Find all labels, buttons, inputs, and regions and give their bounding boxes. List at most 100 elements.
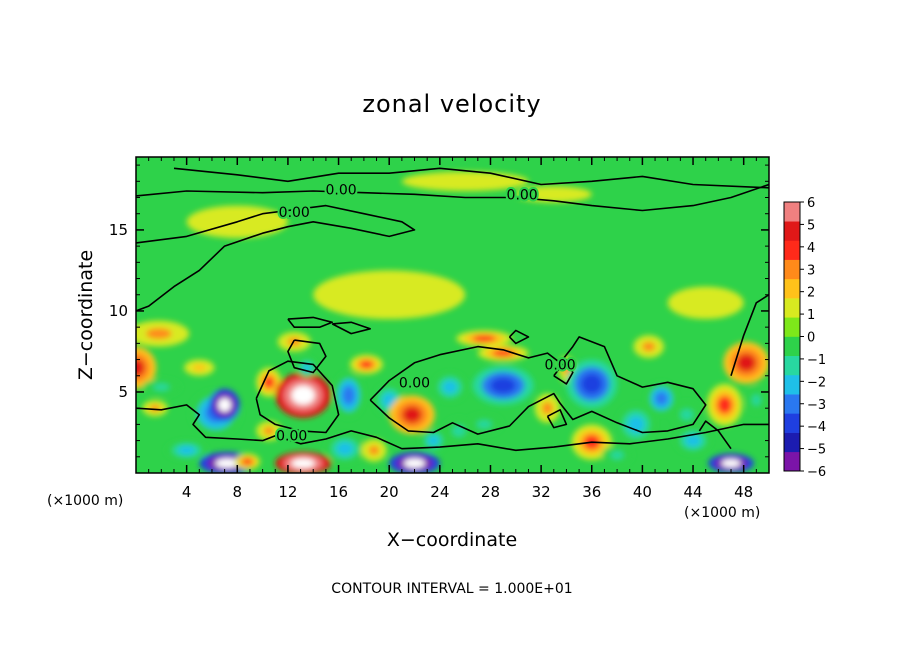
colorbar-label: 4 (807, 241, 815, 256)
field-blob-38-2 (680, 409, 694, 421)
field-blob-17-2 (336, 442, 353, 455)
x-unit-left: (×1000 m) (47, 493, 123, 509)
colorbar: −6 −5 −4 −3 −2 −1 0 1 2 3 4 5 6 (783, 196, 826, 480)
chart-title: zonal velocity (362, 90, 541, 118)
field-blob-10-2 (263, 376, 275, 389)
colorbar-label: −3 (807, 398, 826, 413)
field-blob-23-2 (428, 435, 439, 446)
colorbar-swatch (784, 240, 800, 260)
contour-line (546, 409, 568, 429)
contour-label: 0.00 (507, 187, 538, 203)
x-unit-right: (×1000 m) (684, 505, 760, 521)
field-blob-39-2 (685, 435, 701, 447)
field-blob-34-2 (610, 451, 624, 460)
field-blob-12-2 (291, 458, 315, 469)
colorbar-swatch (784, 451, 800, 472)
field-blob-29-2 (476, 420, 492, 429)
contour-line (553, 358, 574, 385)
velocity-field: 0.00 0.00 0.00 0.00 0.00 0.00 (136, 157, 769, 473)
y-tick-label: 5 (118, 383, 128, 401)
contour-line (730, 294, 769, 377)
field-blob-3-2 (146, 328, 172, 340)
colorbar-swatch (784, 221, 800, 241)
y-axis-title: Z−coordinate (75, 250, 97, 380)
colorbar-swatch (784, 278, 800, 299)
contour-label: 0.00 (276, 429, 307, 445)
field-blob-9-2 (242, 458, 253, 466)
contour-label: 0.00 (399, 375, 430, 391)
field-blob-44-2 (438, 177, 492, 186)
field-blob-11-2 (291, 385, 315, 405)
field-blob-16-2 (342, 385, 356, 405)
colorbar-label: −6 (807, 465, 826, 480)
field-blob-42-2 (721, 459, 741, 468)
x-tick-label: 44 (683, 483, 702, 501)
colorbar-label: −1 (807, 353, 826, 368)
colorbar-label: 3 (807, 263, 815, 278)
colorbar-swatch (784, 355, 800, 376)
x-tick-label: 20 (380, 483, 399, 501)
colorbar-label: 0 (807, 331, 815, 346)
field-blob-24-2 (443, 380, 457, 394)
colorbar-label: −2 (807, 375, 826, 390)
field-blob-37-2 (655, 391, 668, 406)
colorbar-swatch (784, 317, 800, 337)
x-tick-label: 40 (633, 483, 652, 501)
contour-line (255, 360, 340, 434)
y-tick-label: 10 (109, 302, 128, 320)
field-blob-6-2 (218, 398, 232, 412)
x-axis-title: X−coordinate (387, 529, 517, 551)
contour-line (369, 336, 707, 435)
field-blob-25-2 (452, 425, 466, 437)
colorbar-label: 2 (807, 286, 815, 301)
colorbar-swatch (784, 374, 800, 395)
field-blob-0-2 (136, 358, 145, 377)
colorbar-label: 1 (807, 308, 815, 323)
field-blob-4-2 (192, 364, 206, 372)
field-blob-26-2 (472, 335, 496, 342)
contour-label: 0.00 (545, 357, 576, 373)
field-blob-41-2 (736, 353, 756, 372)
field-blob-30-2 (542, 402, 553, 415)
x-tick-label: 8 (233, 483, 243, 501)
contour-line (698, 420, 732, 450)
colorbar-swatch (784, 432, 800, 453)
colorbar-swatch (784, 298, 800, 318)
field-blob-48-2 (357, 284, 422, 305)
field-blob-36-2 (642, 341, 656, 352)
colorbar-label: 6 (807, 196, 815, 211)
contour-line (287, 316, 333, 328)
colorbar-swatch (784, 259, 800, 280)
field-blob-1-2 (153, 383, 170, 391)
field-blob-47-2 (689, 296, 722, 310)
contour-line (508, 329, 530, 345)
contour-line (173, 167, 769, 189)
colorbar-swatch (784, 413, 800, 433)
colorbar-swatch (784, 336, 800, 357)
x-tick-label: 32 (532, 483, 551, 501)
field-blobs (136, 171, 769, 473)
x-tick-label: 4 (182, 483, 192, 501)
x-tick-label: 28 (481, 483, 500, 501)
field-blob-31-2 (563, 363, 570, 375)
field-blob-20-2 (382, 393, 396, 407)
contour-labels: 0.00 0.00 0.00 0.00 0.00 0.00 (274, 180, 578, 446)
field-blob-7-2 (215, 458, 239, 469)
x-tick-label: 24 (430, 483, 449, 501)
colorbar-swatch (784, 394, 800, 414)
field-blob-21-2 (402, 406, 422, 423)
contour-line (136, 183, 769, 212)
x-tick-label: 12 (278, 483, 297, 501)
field-blob-2-2 (149, 404, 161, 412)
x-tick-label: 36 (582, 483, 601, 501)
contour-line (136, 404, 769, 452)
field-blob-45-2 (537, 190, 570, 198)
y-tick-label: 15 (109, 221, 128, 239)
colorbar-label: −4 (807, 420, 826, 435)
contour-lines (136, 167, 769, 452)
field-blob-43-2 (752, 394, 761, 406)
field-blob-13-2 (263, 426, 275, 435)
colorbar-label: 5 (807, 218, 815, 233)
colorbar-swatch (784, 202, 800, 222)
